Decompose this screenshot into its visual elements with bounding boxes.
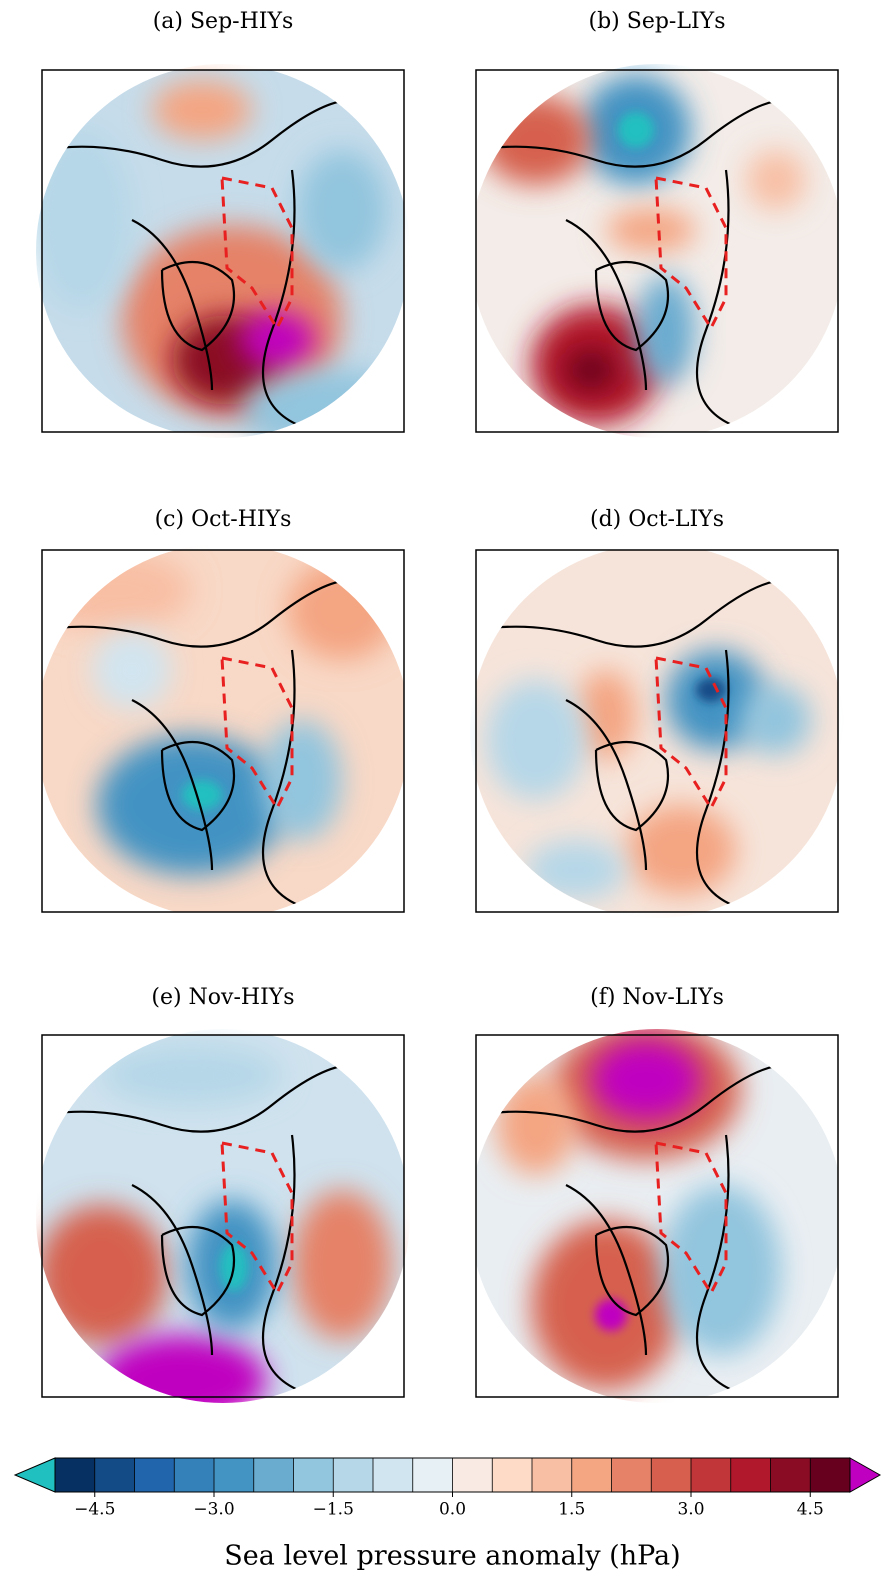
colorbar-bin xyxy=(293,1458,334,1492)
anomaly-blob xyxy=(741,685,811,755)
colorbar-bin xyxy=(691,1458,732,1492)
anomaly-blob xyxy=(37,1205,167,1345)
coastline xyxy=(475,578,787,912)
panel-title: (f) Nov-LIYs xyxy=(590,985,724,1010)
anomaly-blob xyxy=(595,1299,627,1331)
region-outline xyxy=(220,656,294,812)
panel-frame xyxy=(41,549,405,913)
colorbar-bin xyxy=(412,1458,453,1492)
panel-frame xyxy=(41,1034,405,1398)
colorbar-bin xyxy=(373,1458,414,1492)
colorbar-bin xyxy=(333,1458,374,1492)
anomaly-blob xyxy=(152,80,252,140)
colorbar-tick-label: −1.5 xyxy=(313,1500,354,1520)
colorbar-bin xyxy=(55,1458,96,1492)
anomaly-blob xyxy=(636,275,696,385)
panel-frame xyxy=(41,69,405,433)
field xyxy=(481,75,806,425)
field xyxy=(486,650,811,900)
colorbar-tick-label: −4.5 xyxy=(74,1500,115,1520)
coastline xyxy=(475,98,787,432)
colorbar-label: Sea level pressure anomaly (hPa) xyxy=(224,1541,680,1572)
colorbar-bin xyxy=(174,1458,215,1492)
colorbar-bin xyxy=(492,1458,533,1492)
panel-frame xyxy=(475,1034,839,1398)
colorbar-tick-label: 0.0 xyxy=(439,1500,466,1520)
anomaly-blob xyxy=(496,1075,576,1175)
map xyxy=(475,70,838,432)
panel-title: (c) Oct-HIYs xyxy=(155,507,292,532)
anomaly-blob xyxy=(526,840,626,900)
anomaly-blob xyxy=(239,312,315,368)
colorbar-tick-label: −3.0 xyxy=(193,1500,234,1520)
anomaly-blob xyxy=(182,780,222,810)
colorbar-bin xyxy=(770,1458,811,1492)
panel-title: (d) Oct-LIYs xyxy=(590,507,724,532)
anomaly-blob xyxy=(36,130,132,310)
panel-title: (b) Sep-LIYs xyxy=(589,9,726,34)
region-outline xyxy=(654,656,728,812)
panel-frame xyxy=(475,69,839,433)
region-outline xyxy=(220,1141,294,1297)
panel-title: (a) Sep-HIYs xyxy=(153,9,294,34)
anomaly-blob xyxy=(287,560,397,660)
anomaly-blob xyxy=(297,150,387,270)
anomaly-blob xyxy=(626,805,736,895)
colorbar-tick-label: 3.0 xyxy=(677,1500,704,1520)
coastline xyxy=(41,1063,353,1397)
map xyxy=(37,1035,404,1403)
coastline xyxy=(41,578,353,912)
map xyxy=(36,550,404,912)
anomaly-blob xyxy=(97,1335,267,1403)
colorbar-bin xyxy=(651,1458,692,1492)
colorbar-bin xyxy=(730,1458,771,1492)
anomaly-blob xyxy=(618,112,654,148)
anomaly-blob xyxy=(576,670,636,760)
colorbar-bin xyxy=(452,1458,493,1492)
anomaly-blob xyxy=(92,630,172,710)
colorbar-bin xyxy=(253,1458,294,1492)
map xyxy=(475,550,838,912)
anomaly-blob xyxy=(486,680,586,800)
anomaly-blob xyxy=(566,350,616,390)
anomaly-blob xyxy=(606,208,696,252)
colorbar-extend-max xyxy=(849,1457,882,1493)
colorbar-bin xyxy=(214,1458,255,1492)
anomaly-blob xyxy=(481,95,591,185)
coastline xyxy=(475,1063,787,1397)
colorbar-extend-min xyxy=(13,1457,56,1493)
anomaly-blob xyxy=(591,1040,701,1120)
anomaly-blob xyxy=(292,1190,392,1340)
map xyxy=(475,1029,838,1397)
colorbar-bin xyxy=(94,1458,135,1492)
region-outline xyxy=(654,176,728,332)
anomaly-blob xyxy=(262,720,342,840)
colorbar-bin xyxy=(810,1458,851,1492)
anomaly-blob xyxy=(746,150,806,210)
colorbar-bin xyxy=(611,1458,652,1492)
panel-title: (e) Nov-HIYs xyxy=(151,985,294,1010)
coastline xyxy=(41,98,353,432)
colorbar-bin xyxy=(571,1458,612,1492)
panel-frame xyxy=(475,549,839,913)
anomaly-blob xyxy=(102,1045,282,1105)
anomaly-blob xyxy=(696,678,726,702)
anomaly-blob xyxy=(242,370,410,438)
map xyxy=(36,70,410,438)
colorbar-tick-label: 1.5 xyxy=(558,1500,585,1520)
region-outline xyxy=(654,1141,728,1297)
region-outline xyxy=(220,176,294,332)
colorbar-bin xyxy=(134,1458,175,1492)
colorbar-tick-label: 4.5 xyxy=(797,1500,824,1520)
anomaly-blob xyxy=(36,550,192,630)
colorbar-bin xyxy=(532,1458,573,1492)
